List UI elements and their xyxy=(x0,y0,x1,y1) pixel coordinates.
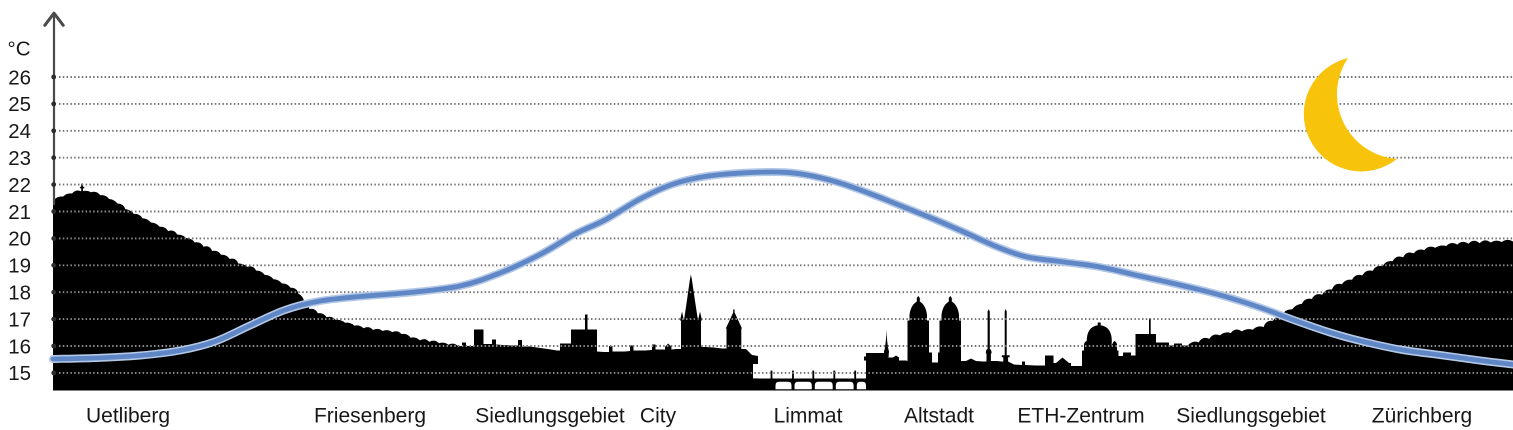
svg-text:23: 23 xyxy=(8,147,31,170)
svg-text:Altstadt: Altstadt xyxy=(904,405,974,428)
svg-text:Friesenberg: Friesenberg xyxy=(314,405,426,428)
svg-text:City: City xyxy=(640,405,677,428)
svg-text:26: 26 xyxy=(8,66,31,89)
svg-text:18: 18 xyxy=(8,282,31,305)
svg-text:17: 17 xyxy=(8,308,31,331)
svg-text:ETH-Zentrum: ETH-Zentrum xyxy=(1017,405,1144,428)
svg-text:22: 22 xyxy=(8,174,31,197)
svg-text:Limmat: Limmat xyxy=(774,405,843,428)
svg-text:16: 16 xyxy=(8,335,31,358)
svg-text:°C: °C xyxy=(8,38,31,61)
svg-text:Uetliberg: Uetliberg xyxy=(86,405,170,428)
svg-text:21: 21 xyxy=(8,201,31,224)
svg-text:Siedlungsgebiet: Siedlungsgebiet xyxy=(475,405,625,428)
svg-text:15: 15 xyxy=(8,362,31,385)
svg-text:Siedlungsgebiet: Siedlungsgebiet xyxy=(1176,405,1326,428)
svg-text:20: 20 xyxy=(8,228,31,251)
svg-text:19: 19 xyxy=(8,255,31,278)
svg-text:Zürichberg: Zürichberg xyxy=(1372,405,1472,428)
svg-text:25: 25 xyxy=(8,93,31,116)
svg-text:24: 24 xyxy=(8,120,31,143)
